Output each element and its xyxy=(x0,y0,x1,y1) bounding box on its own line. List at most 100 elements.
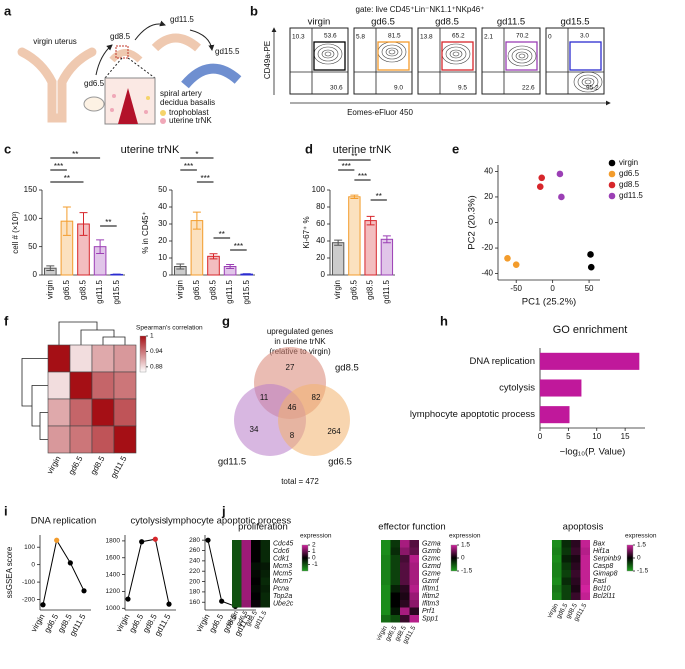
row-label: Hif1a xyxy=(593,548,609,555)
plot-frame xyxy=(545,27,605,95)
x-tick-label: gd8.5 xyxy=(79,279,88,300)
row-label: Bcl2l11 xyxy=(593,593,616,600)
point xyxy=(166,601,172,607)
point xyxy=(125,596,131,602)
row-label: Bax xyxy=(593,541,606,548)
error-bar xyxy=(242,273,251,275)
bar xyxy=(380,238,394,276)
contour xyxy=(584,79,592,85)
dendrogram xyxy=(21,358,48,440)
y-axis-label: Ki-67⁺ % xyxy=(302,216,311,248)
heatmap-cell xyxy=(390,592,400,600)
y-tick-label: 50 xyxy=(158,185,167,194)
heatmap-cell xyxy=(571,540,581,548)
venn-count: 82 xyxy=(312,393,321,402)
plot-title: gd11.5 xyxy=(497,17,525,28)
heatmap-cell xyxy=(251,585,261,593)
heatmap-cell xyxy=(241,600,251,608)
diagram-label: gd8.5 xyxy=(110,32,131,41)
heatmap-cell xyxy=(390,607,400,615)
colorbar-tick-label: 1 xyxy=(150,333,154,340)
heatmap-cell xyxy=(47,398,71,427)
contour xyxy=(452,51,460,57)
heatmap-cell xyxy=(400,577,410,585)
y-tick-label: 240 xyxy=(189,558,200,565)
column-label: gd6.5 xyxy=(67,454,85,476)
sig-label: *** xyxy=(201,174,210,183)
heatmap-cell xyxy=(580,577,590,585)
row-label: Ifitm2 xyxy=(422,593,439,600)
plot-frame xyxy=(353,27,413,95)
venn-total: total = 472 xyxy=(281,477,319,486)
venn-count: 46 xyxy=(288,403,297,412)
y-tick-label: 160 xyxy=(189,599,200,606)
x-tick-label: 10 xyxy=(592,432,601,441)
heatmap-cell xyxy=(400,540,410,548)
contour xyxy=(388,49,396,55)
y-tick-label: 180 xyxy=(189,589,200,596)
heatmap-cell xyxy=(390,547,400,555)
sig-label: * xyxy=(195,150,198,159)
colorbar xyxy=(301,544,309,572)
x-axis-label: Eomes-eFluor 450 xyxy=(347,108,413,117)
row-label: Spp1 xyxy=(422,616,438,623)
x-tick-label: gd8.5 xyxy=(366,279,375,300)
heatmap-cell xyxy=(260,562,270,570)
contour xyxy=(324,51,332,57)
uterus-shape xyxy=(17,47,97,123)
colorbar-tick-label: 0.88 xyxy=(150,364,163,371)
chart-title: DNA replication xyxy=(31,516,96,527)
row-label: Mcm3 xyxy=(273,563,292,570)
quadrant-value: 95.2 xyxy=(586,85,599,92)
error-bar xyxy=(382,235,391,244)
point xyxy=(587,263,595,271)
heatmap-cell xyxy=(390,600,400,608)
panel-label: b xyxy=(250,3,258,18)
heatmap-cell xyxy=(251,577,261,585)
colorbar-tick-label: 1.5 xyxy=(461,542,470,549)
legend-swatch xyxy=(160,110,166,116)
panel-label: c xyxy=(4,141,11,156)
plot-frame xyxy=(481,27,541,95)
heatmap-cell xyxy=(69,371,93,400)
x-tick-label: gd6.5 xyxy=(62,279,71,300)
contour xyxy=(385,47,399,57)
sig-label: ** xyxy=(72,150,78,159)
heatmap-cell xyxy=(69,398,93,427)
heatmap-cell xyxy=(232,600,242,608)
heatmap-cell xyxy=(400,585,410,593)
error-bar xyxy=(226,263,235,270)
error-bar xyxy=(176,263,185,270)
heatmap-cell xyxy=(241,555,251,563)
sig-label: *** xyxy=(342,162,351,171)
venn-set-label: gd6.5 xyxy=(328,457,352,468)
row-label: Gzme xyxy=(422,571,441,578)
heatmap-cell xyxy=(241,540,251,548)
heatmap-cell xyxy=(47,371,71,400)
sig-label: ** xyxy=(351,152,357,161)
diagram-label: spiral artery xyxy=(160,89,202,98)
heatmap-cell xyxy=(580,555,590,563)
heatmap-cell xyxy=(561,555,571,563)
heatmap-cell xyxy=(390,570,400,578)
sig-label: ** xyxy=(376,192,382,201)
heatmap-cell xyxy=(580,585,590,593)
heatmap-cell xyxy=(409,547,419,555)
heatmap-cell xyxy=(381,555,391,563)
diagram-label: uterine trNK xyxy=(169,116,212,125)
x-tick-label: virgin xyxy=(333,280,342,299)
point xyxy=(587,251,594,258)
heatmap-cell xyxy=(409,585,419,593)
plot-title: gd6.5 xyxy=(371,17,395,28)
heatmap-cell xyxy=(400,570,410,578)
heatmap-cell xyxy=(381,547,391,555)
contour xyxy=(577,74,599,90)
row-label: Gzmc xyxy=(422,556,441,563)
x-tick-label: virgin xyxy=(175,280,184,299)
gate xyxy=(569,41,602,71)
heatmap-cell xyxy=(91,398,115,427)
quadrant-value: 9.0 xyxy=(394,85,403,92)
heatmap-cell xyxy=(232,540,242,548)
heatmap-cell xyxy=(409,540,419,548)
heatmap-cell xyxy=(552,592,562,600)
